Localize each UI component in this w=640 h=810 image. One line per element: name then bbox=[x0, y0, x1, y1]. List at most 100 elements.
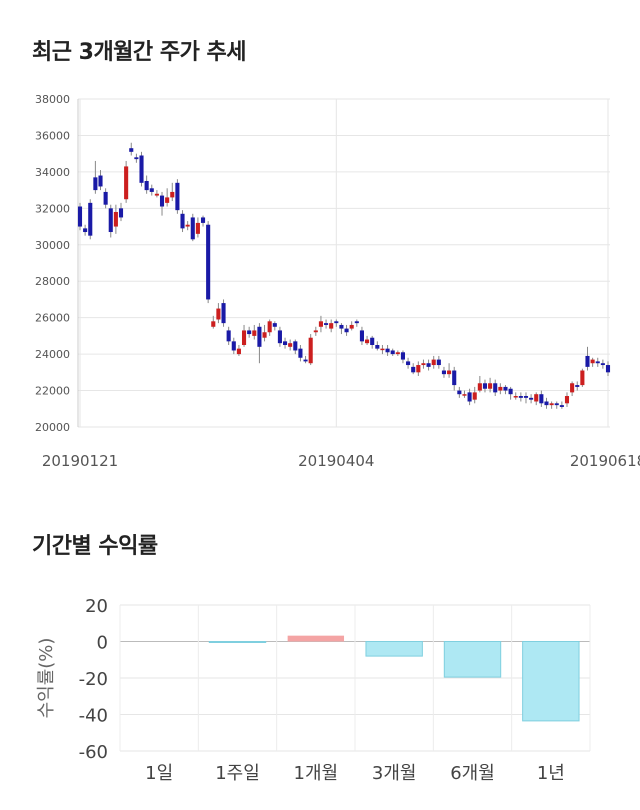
candle-body bbox=[513, 396, 518, 398]
candle-body bbox=[416, 365, 421, 373]
candle-body bbox=[498, 386, 503, 391]
candle-body bbox=[159, 195, 165, 207]
candle-body bbox=[554, 403, 559, 406]
y-tick-label: 32000 bbox=[35, 202, 70, 215]
candle-body bbox=[385, 348, 390, 353]
candle-body bbox=[477, 383, 482, 391]
candle-body bbox=[503, 386, 508, 391]
x-category-label: 1일 bbox=[145, 763, 173, 784]
candle-body bbox=[241, 330, 247, 345]
y-tick-label: 28000 bbox=[35, 275, 70, 288]
y-tick-label: 34000 bbox=[35, 166, 70, 179]
y-tick-label: 26000 bbox=[35, 312, 70, 325]
candle-body bbox=[129, 148, 134, 152]
candle-body bbox=[441, 370, 447, 375]
return-bar bbox=[443, 641, 502, 678]
candle-body bbox=[298, 348, 303, 358]
candle-body bbox=[426, 363, 431, 367]
candle-body bbox=[149, 188, 154, 192]
candle-body bbox=[154, 193, 159, 196]
candle-body bbox=[88, 202, 93, 236]
candle-body bbox=[175, 182, 180, 211]
candle-body bbox=[226, 330, 231, 342]
return-bar bbox=[365, 641, 423, 657]
x-category-label: 1년 bbox=[537, 763, 565, 784]
candle-body bbox=[380, 348, 385, 351]
candle-body bbox=[231, 341, 236, 351]
x-tick-label: 20190618 bbox=[570, 452, 640, 470]
candle-body bbox=[113, 211, 118, 227]
y-tick-label: -20 bbox=[79, 669, 108, 690]
candle-body bbox=[257, 326, 262, 347]
candle-body bbox=[590, 359, 595, 364]
candle-body bbox=[308, 337, 313, 364]
return-bar bbox=[208, 641, 267, 643]
candle-body bbox=[180, 213, 185, 229]
candle-body bbox=[447, 370, 452, 375]
candle-body bbox=[277, 330, 282, 344]
candle-body bbox=[103, 191, 108, 205]
candle-body bbox=[462, 394, 467, 396]
candle-body bbox=[334, 321, 339, 324]
candle-body bbox=[375, 345, 380, 349]
x-tick-label: 20190404 bbox=[298, 452, 374, 470]
candle-body bbox=[318, 321, 323, 327]
candle-body bbox=[518, 396, 523, 398]
candle-body bbox=[421, 363, 426, 366]
candle-body bbox=[467, 392, 472, 402]
candle-body bbox=[359, 330, 364, 342]
candle-body bbox=[262, 332, 267, 338]
candle-body bbox=[236, 348, 241, 355]
candle-body bbox=[185, 224, 190, 227]
candle-body bbox=[390, 350, 395, 355]
candle-body bbox=[267, 321, 272, 333]
x-tick-label: 20190121 bbox=[42, 452, 118, 470]
candle-body bbox=[575, 385, 580, 387]
x-category-label: 1개월 bbox=[294, 763, 339, 784]
returns-title: 기간별 수익률 bbox=[32, 534, 158, 559]
candle-body bbox=[77, 206, 83, 227]
candle-body bbox=[293, 341, 298, 351]
candle-body bbox=[544, 401, 549, 406]
candle-body bbox=[488, 383, 493, 389]
candle-body bbox=[395, 352, 400, 355]
candle-body bbox=[605, 365, 611, 373]
candle-body bbox=[400, 352, 406, 360]
candle-body bbox=[452, 370, 457, 386]
candle-body bbox=[411, 366, 416, 373]
candle-body bbox=[457, 390, 462, 395]
candle-body bbox=[98, 175, 103, 187]
y-tick-label: 20000 bbox=[35, 421, 70, 434]
candle-body bbox=[288, 343, 293, 347]
candle-body bbox=[472, 392, 477, 400]
candle-body bbox=[144, 181, 149, 191]
candle-body bbox=[329, 323, 334, 329]
candle-body bbox=[570, 383, 575, 393]
return-bar bbox=[522, 641, 580, 722]
return-bar bbox=[287, 635, 345, 642]
candle-body bbox=[559, 405, 564, 407]
candle-body bbox=[539, 394, 544, 404]
candle-body bbox=[324, 323, 329, 325]
candle-body bbox=[221, 303, 226, 324]
y-tick-label: 24000 bbox=[35, 348, 70, 361]
y-tick-label: 22000 bbox=[35, 385, 70, 398]
candle-body bbox=[354, 321, 359, 324]
price-trend-title: 최근 3개월간 주가 추세 bbox=[32, 40, 246, 65]
candle-body bbox=[313, 330, 318, 333]
y-axis-label: 수익률(%) bbox=[36, 638, 57, 719]
y-tick-label: 38000 bbox=[35, 93, 70, 106]
y-tick-label: -60 bbox=[79, 742, 108, 763]
candle-body bbox=[508, 388, 513, 395]
x-category-label: 1주일 bbox=[215, 763, 260, 784]
candle-body bbox=[564, 396, 570, 404]
candle-body bbox=[339, 324, 344, 329]
y-tick-label: 36000 bbox=[35, 129, 70, 142]
candle-body bbox=[436, 359, 441, 366]
candle-body bbox=[534, 394, 539, 402]
candle-body bbox=[216, 308, 221, 320]
y-tick-label: 20 bbox=[85, 596, 108, 617]
candle-body bbox=[190, 217, 195, 240]
x-category-label: 6개월 bbox=[450, 763, 495, 784]
